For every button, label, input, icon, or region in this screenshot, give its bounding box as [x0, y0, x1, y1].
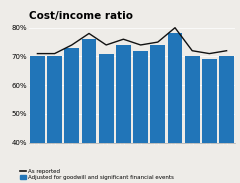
Bar	[219, 57, 234, 183]
Bar	[65, 48, 79, 183]
Bar	[82, 39, 96, 183]
Bar	[116, 45, 131, 183]
Bar	[47, 57, 62, 183]
Text: Cost/income ratio: Cost/income ratio	[29, 11, 133, 21]
Bar	[202, 59, 217, 183]
Bar	[185, 57, 199, 183]
Legend: As reported, Adjusted for goodwill and significant financial events: As reported, Adjusted for goodwill and s…	[20, 169, 174, 180]
Bar	[168, 33, 182, 183]
Bar	[133, 51, 148, 183]
Bar	[99, 54, 114, 183]
Bar	[150, 45, 165, 183]
Bar	[30, 57, 45, 183]
